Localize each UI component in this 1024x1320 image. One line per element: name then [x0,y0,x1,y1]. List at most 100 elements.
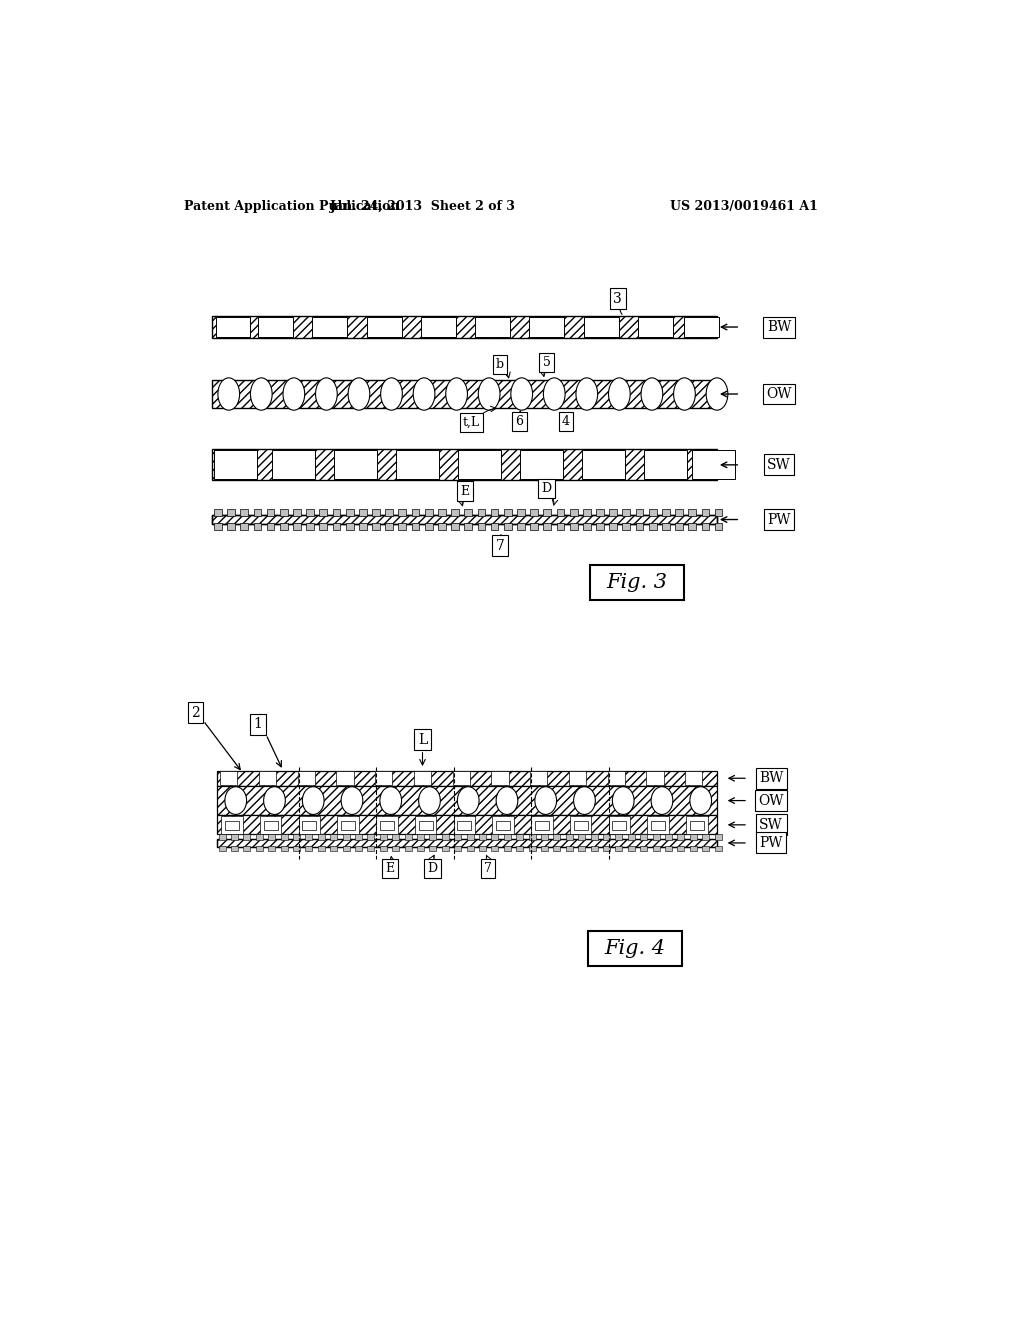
Bar [254,508,261,516]
Bar [375,771,392,785]
Bar [212,449,717,480]
Ellipse shape [496,787,518,814]
Bar [268,834,275,840]
Bar [368,834,375,840]
Bar [343,846,349,851]
Bar [212,380,717,408]
Bar [528,834,536,840]
Ellipse shape [414,378,435,411]
Ellipse shape [283,378,305,411]
Bar [306,508,314,516]
Bar [662,508,670,516]
Bar [715,524,722,531]
Bar [214,508,222,516]
Bar [685,771,702,785]
Bar [396,450,438,479]
Bar [221,816,243,834]
Bar [392,846,399,851]
Bar [404,846,412,851]
Ellipse shape [612,787,634,814]
Bar [490,508,499,516]
Bar [702,834,710,840]
Bar [346,508,353,516]
Bar [452,508,459,516]
Bar [583,524,591,531]
Bar [454,816,475,834]
Bar [464,524,472,531]
Bar [219,846,225,851]
Bar [477,524,485,531]
Bar [715,834,722,840]
Bar [241,508,248,516]
Ellipse shape [535,787,557,814]
Bar [385,524,393,531]
Bar [690,834,697,840]
Bar [579,846,586,851]
Bar [367,317,401,337]
Bar [414,771,431,785]
Bar [293,508,301,516]
Text: b: b [496,358,504,371]
Bar [566,834,572,840]
Ellipse shape [251,378,272,411]
Bar [603,834,610,840]
Ellipse shape [445,378,467,411]
Bar [516,834,523,840]
Bar [231,846,238,851]
Ellipse shape [315,378,337,411]
Bar [584,317,618,337]
Bar [333,524,340,531]
Bar [517,508,524,516]
Text: PW: PW [760,836,783,850]
Bar [333,508,340,516]
Bar [312,317,347,337]
Bar [557,508,564,516]
Bar [678,834,684,840]
Ellipse shape [573,787,595,814]
Bar [293,834,300,840]
Ellipse shape [608,378,630,411]
Bar [479,846,486,851]
Bar [244,846,251,851]
Bar [662,524,670,531]
Bar [492,846,499,851]
Bar [425,508,432,516]
Text: SW: SW [760,818,783,832]
Bar [346,524,353,531]
Bar [492,834,499,840]
Bar [684,317,719,337]
Bar [337,771,353,785]
Bar [341,821,355,830]
Bar [281,834,288,840]
Text: Jan. 24, 2013  Sheet 2 of 3: Jan. 24, 2013 Sheet 2 of 3 [330,199,515,213]
Bar [272,450,314,479]
Text: E: E [385,862,394,875]
Bar [557,524,564,531]
Bar [516,846,523,851]
Bar [355,846,362,851]
Bar [380,821,394,830]
Ellipse shape [544,378,565,411]
Bar [569,816,592,834]
Ellipse shape [478,378,500,411]
Bar [554,834,560,840]
Bar [412,508,420,516]
Bar [372,524,380,531]
FancyBboxPatch shape [588,931,682,966]
Bar [467,834,474,840]
Bar [438,524,445,531]
Bar [305,846,312,851]
Bar [652,846,659,851]
Bar [531,816,553,834]
Text: E: E [461,484,470,498]
Bar [688,508,696,516]
FancyBboxPatch shape [590,565,684,601]
Bar [305,834,312,840]
Bar [554,846,560,851]
Bar [678,846,684,851]
Bar [636,508,643,516]
Bar [475,317,510,337]
Bar [640,834,647,840]
Bar [530,771,547,785]
Bar [628,846,635,851]
